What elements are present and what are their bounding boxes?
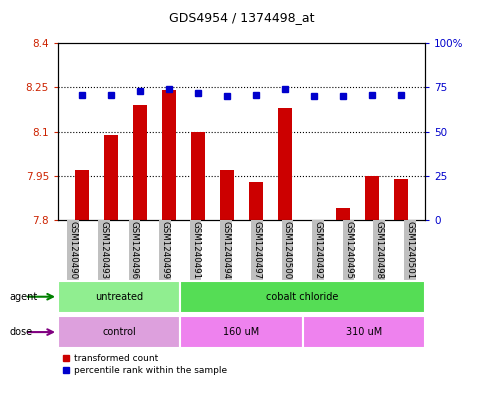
- Text: GSM1240490: GSM1240490: [69, 221, 78, 279]
- Text: GSM1240494: GSM1240494: [222, 221, 231, 279]
- Bar: [58, 316, 180, 348]
- Bar: [58, 281, 180, 313]
- Bar: [394, 179, 408, 220]
- Bar: [249, 182, 263, 220]
- Text: 310 uM: 310 uM: [346, 327, 382, 337]
- Text: GSM1240498: GSM1240498: [375, 221, 384, 279]
- Legend: transformed count, percentile rank within the sample: transformed count, percentile rank withi…: [62, 354, 227, 375]
- Text: GSM1240499: GSM1240499: [160, 221, 170, 279]
- Bar: [336, 208, 350, 220]
- Bar: [180, 281, 425, 313]
- Bar: [133, 105, 147, 220]
- Text: dose: dose: [10, 327, 33, 337]
- Bar: [180, 316, 303, 348]
- Text: GSM1240495: GSM1240495: [344, 221, 353, 279]
- Text: untreated: untreated: [95, 292, 143, 302]
- Bar: [75, 170, 89, 220]
- Text: GSM1240492: GSM1240492: [313, 221, 323, 279]
- Bar: [303, 316, 425, 348]
- Text: GSM1240497: GSM1240497: [252, 221, 261, 279]
- Bar: [278, 108, 292, 220]
- Text: GSM1240491: GSM1240491: [191, 221, 200, 279]
- Text: 160 uM: 160 uM: [223, 327, 260, 337]
- Text: agent: agent: [10, 292, 38, 302]
- Bar: [162, 90, 176, 220]
- Text: cobalt chloride: cobalt chloride: [267, 292, 339, 302]
- Text: GSM1240493: GSM1240493: [99, 221, 108, 279]
- Text: GDS4954 / 1374498_at: GDS4954 / 1374498_at: [169, 11, 314, 24]
- Text: control: control: [102, 327, 136, 337]
- Text: GSM1240501: GSM1240501: [405, 221, 414, 279]
- Text: GSM1240496: GSM1240496: [130, 221, 139, 279]
- Bar: [104, 134, 118, 220]
- Bar: [191, 132, 205, 220]
- Bar: [220, 170, 234, 220]
- Bar: [365, 176, 379, 220]
- Text: GSM1240500: GSM1240500: [283, 221, 292, 279]
